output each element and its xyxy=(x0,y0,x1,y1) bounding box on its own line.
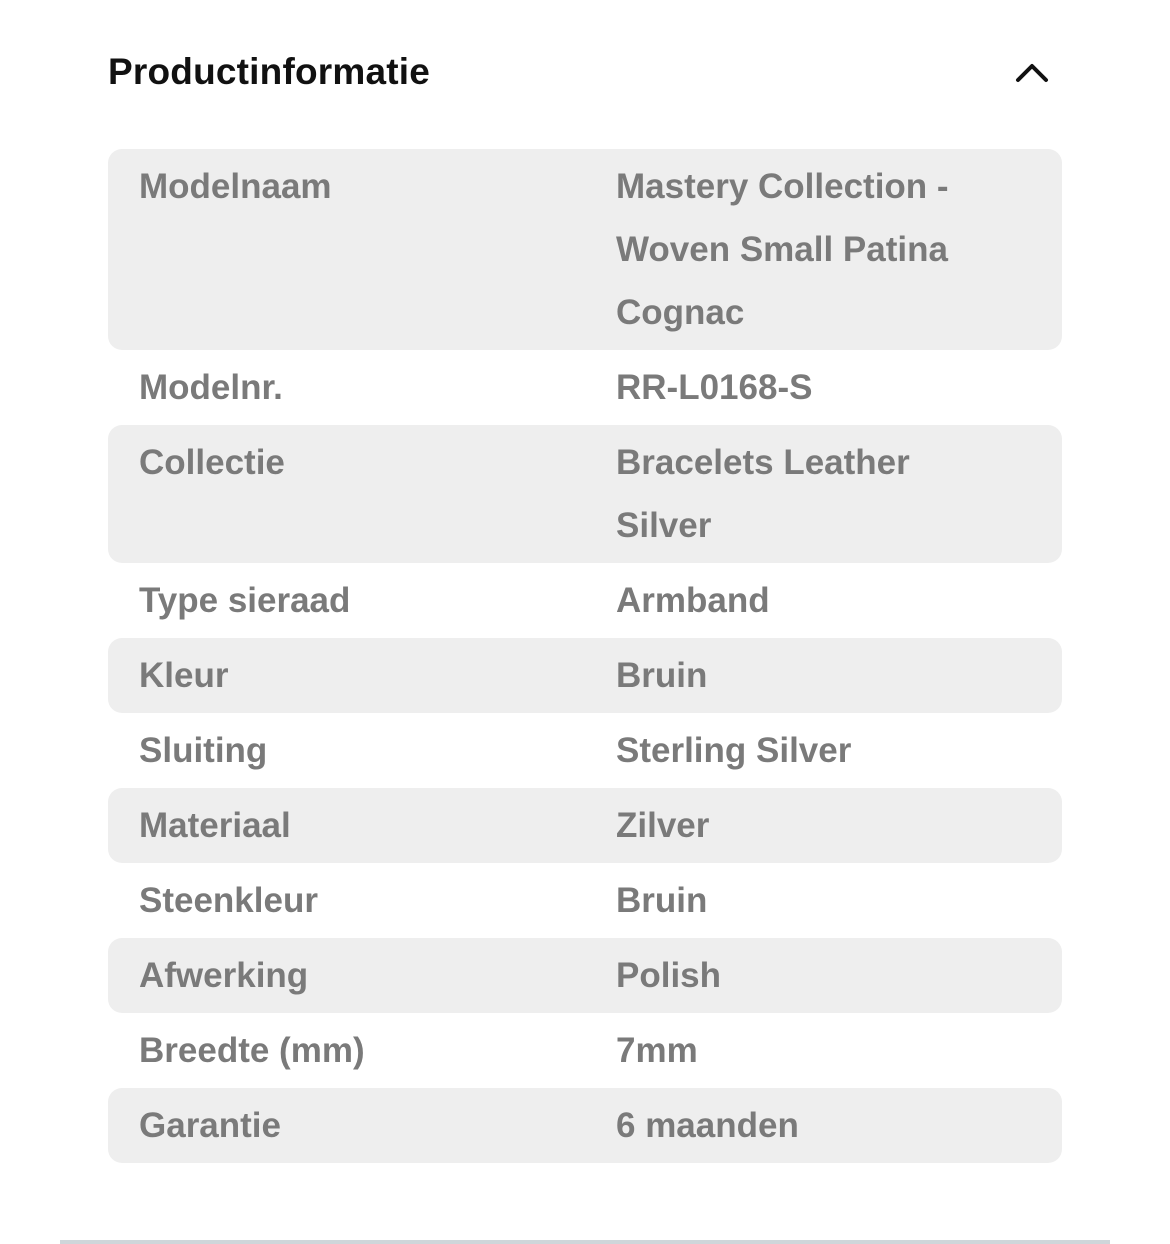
row-label: Garantie xyxy=(139,1106,281,1145)
row-value: RR-L0168-S xyxy=(616,368,813,407)
table-row: Steenkleur Bruin xyxy=(108,863,1062,938)
row-value: Sterling Silver xyxy=(616,731,852,770)
table-row: Sluiting Sterling Silver xyxy=(108,713,1062,788)
product-info-table: Modelnaam Mastery Collection - Woven Smal… xyxy=(108,149,1062,1163)
table-row: Kleur Bruin xyxy=(108,638,1062,713)
section-divider xyxy=(60,1240,1110,1244)
row-label: Modelnaam xyxy=(139,167,332,206)
table-row: Breedte (mm) 7mm xyxy=(108,1013,1062,1088)
row-value: Bruin xyxy=(616,656,708,695)
row-label: Steenkleur xyxy=(139,881,318,920)
row-value: 6 maanden xyxy=(616,1106,799,1145)
row-label: Type sieraad xyxy=(139,581,351,620)
row-label: Materiaal xyxy=(139,806,291,845)
row-value: Armband xyxy=(616,581,770,620)
table-row: Garantie 6 maanden xyxy=(108,1088,1062,1163)
row-value: Zilver xyxy=(616,806,710,845)
row-label: Afwerking xyxy=(139,956,309,995)
row-value: 7mm xyxy=(616,1031,698,1070)
row-label: Breedte (mm) xyxy=(139,1031,365,1070)
table-row: Modelnr. RR-L0168-S xyxy=(108,350,1062,425)
table-row: Afwerking Polish xyxy=(108,938,1062,1013)
productinfo-accordion-header[interactable]: Productinformatie xyxy=(108,40,1062,104)
row-value: Bruin xyxy=(616,881,708,920)
table-row: Materiaal Zilver xyxy=(108,788,1062,863)
row-label: Kleur xyxy=(139,656,229,695)
row-label: Collectie xyxy=(139,443,285,482)
table-row: Type sieraad Armband xyxy=(108,563,1062,638)
row-label: Modelnr. xyxy=(139,368,283,407)
section-title: Productinformatie xyxy=(108,51,431,92)
row-value: Mastery Collection - Woven Small Patina … xyxy=(616,167,949,332)
row-value: Polish xyxy=(616,956,722,995)
table-row: Modelnaam Mastery Collection - Woven Smal… xyxy=(108,149,1062,350)
chevron-up-icon[interactable] xyxy=(1012,52,1052,92)
row-value: Bracelets Leather Silver xyxy=(616,443,910,545)
table-row: Collectie Bracelets Leather Silver xyxy=(108,425,1062,563)
row-label: Sluiting xyxy=(139,731,268,770)
